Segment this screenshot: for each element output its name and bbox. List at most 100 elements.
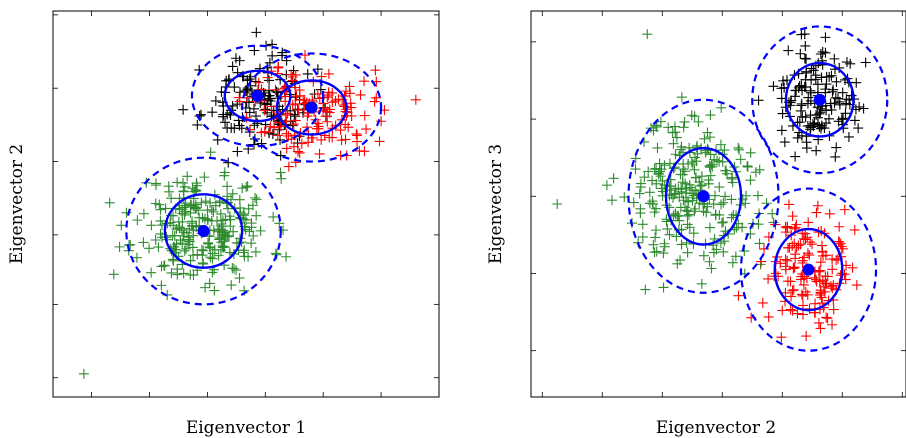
data-point	[816, 292, 827, 303]
data-point	[831, 76, 842, 87]
data-point	[834, 236, 845, 247]
data-point	[234, 273, 245, 284]
data-point	[155, 215, 166, 226]
data-point	[335, 125, 346, 136]
data-point	[705, 132, 716, 143]
data-point	[316, 71, 327, 82]
data-point	[218, 242, 229, 253]
data-point	[843, 131, 854, 142]
data-point	[205, 242, 216, 253]
data-point	[174, 223, 185, 234]
covariance-ellipse-1sigma	[275, 79, 348, 136]
data-point	[264, 75, 275, 86]
data-point	[820, 84, 831, 95]
data-point	[197, 258, 208, 269]
data-point	[207, 107, 218, 118]
data-point	[733, 142, 744, 153]
data-point	[200, 196, 211, 207]
x-axis-label-left: Eigenvector 1	[186, 418, 306, 438]
data-point	[168, 220, 179, 231]
data-point	[753, 219, 764, 230]
data-point	[696, 180, 707, 191]
data-point	[552, 199, 563, 209]
data-point	[410, 94, 421, 105]
data-point	[262, 99, 273, 110]
data-point	[669, 121, 680, 132]
data-point	[204, 278, 215, 289]
data-point	[188, 225, 199, 236]
data-point	[720, 191, 731, 202]
data-point	[675, 144, 686, 155]
data-point	[108, 269, 119, 280]
data-point	[659, 241, 670, 252]
data-point	[754, 164, 765, 175]
data-point	[828, 304, 839, 315]
data-point	[361, 124, 372, 135]
data-point	[820, 47, 831, 58]
data-point	[671, 231, 682, 242]
data-point	[191, 180, 202, 191]
data-point	[251, 27, 262, 38]
data-point	[802, 289, 813, 300]
data-point	[780, 227, 791, 238]
data-point	[779, 137, 790, 148]
data-point	[851, 280, 862, 291]
data-point	[805, 85, 816, 96]
data-point	[763, 273, 774, 284]
data-point	[787, 285, 798, 296]
data-point	[718, 217, 729, 228]
data-point	[138, 208, 149, 219]
data-point	[704, 222, 715, 233]
data-point	[167, 254, 178, 265]
data-point	[178, 186, 189, 197]
data-point	[227, 188, 238, 199]
data-point	[778, 75, 789, 86]
data-point	[690, 172, 701, 183]
data-point	[707, 161, 718, 172]
data-point	[648, 239, 659, 250]
data-point	[814, 121, 825, 132]
data-point	[219, 167, 230, 178]
data-point	[651, 225, 662, 236]
data-point	[155, 204, 166, 215]
data-point	[684, 222, 695, 233]
data-point	[705, 170, 716, 181]
data-point	[662, 223, 673, 234]
data-point	[202, 215, 213, 226]
data-point	[228, 226, 239, 237]
data-point	[302, 68, 313, 79]
data-point	[282, 108, 293, 119]
data-point	[644, 187, 655, 198]
points-right	[552, 29, 871, 343]
data-point	[821, 71, 832, 82]
data-point	[229, 123, 240, 134]
data-point	[787, 240, 798, 251]
data-point	[789, 262, 800, 273]
data-point	[287, 71, 298, 82]
data-point	[727, 257, 738, 268]
data-point	[324, 132, 335, 143]
data-point	[280, 110, 291, 121]
data-point	[826, 104, 837, 115]
data-point	[643, 166, 654, 177]
data-point	[649, 247, 660, 258]
data-point	[635, 182, 646, 193]
data-point	[628, 197, 639, 208]
data-point	[294, 147, 305, 158]
data-point	[232, 146, 243, 157]
data-point	[831, 142, 842, 153]
data-point	[728, 209, 739, 220]
data-point	[716, 217, 727, 228]
data-point	[275, 134, 286, 145]
data-point	[196, 197, 207, 208]
data-point	[114, 241, 125, 252]
data-point	[688, 228, 699, 239]
data-point	[336, 135, 347, 146]
data-point	[812, 200, 823, 211]
data-point	[637, 219, 648, 230]
data-point	[689, 164, 700, 175]
data-point	[805, 110, 816, 121]
data-point	[681, 192, 692, 203]
data-point	[682, 247, 693, 258]
data-point	[78, 368, 89, 379]
